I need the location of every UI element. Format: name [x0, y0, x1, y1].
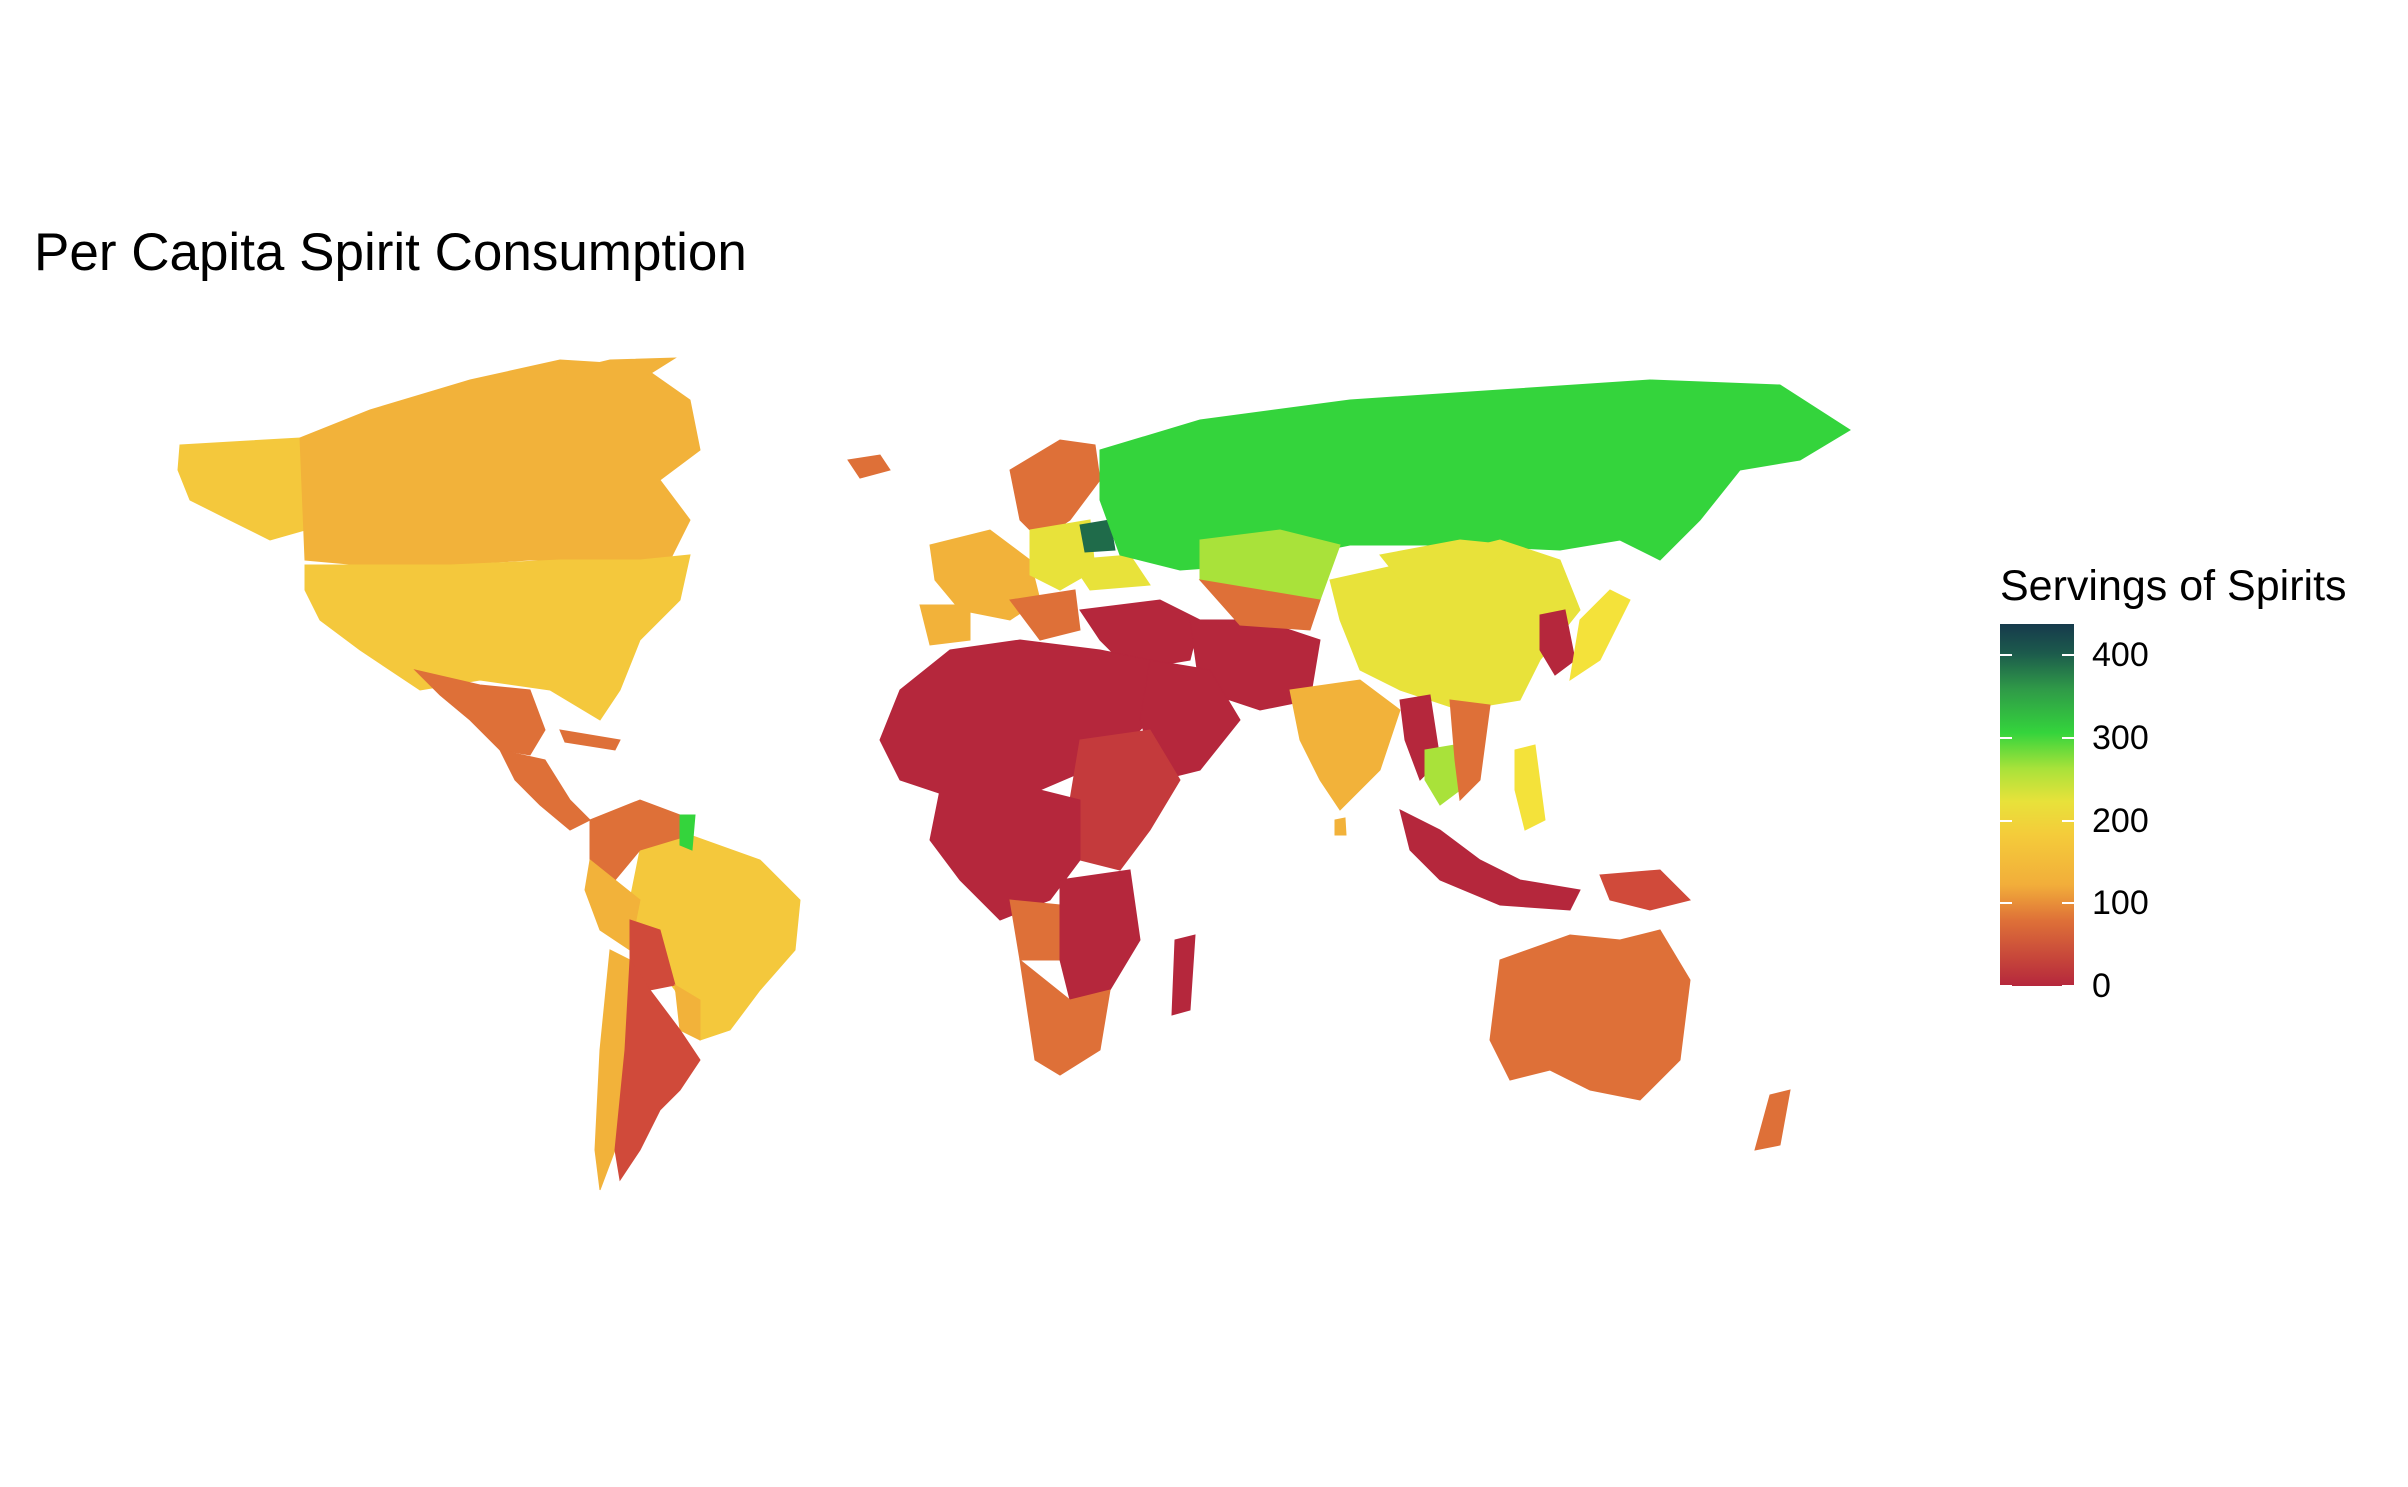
region-balkans — [1009, 589, 1081, 641]
legend-tick-label: 300 — [2092, 719, 2149, 758]
region-scandinavia — [1009, 439, 1101, 541]
region-madagascar — [1171, 934, 1196, 1016]
region-arabian-peninsula — [1139, 659, 1241, 781]
legend-tick-left — [2000, 819, 2012, 822]
region-southern-africa — [1059, 869, 1141, 1001]
legend-tick-label: 100 — [2092, 884, 2149, 923]
region-guyana — [679, 814, 696, 851]
region-caribbean — [559, 729, 621, 751]
region-thailand — [1424, 744, 1461, 806]
region-new-guinea — [1599, 869, 1691, 911]
legend-tick-left — [2000, 654, 2012, 657]
region-turkey-middle-east — [1079, 599, 1201, 671]
region-malaysia-indonesia — [1399, 809, 1581, 911]
region-sri-lanka — [1334, 817, 1347, 836]
region-bolivia — [629, 919, 676, 991]
legend: Servings of Spirits 0 100 200 300 400 — [2000, 562, 2400, 1005]
region-south-africa — [1019, 958, 1111, 1076]
map-title: Per Capita Spirit Consumption — [34, 223, 747, 282]
region-alaska — [177, 437, 306, 541]
legend-tick-right — [2062, 654, 2074, 657]
region-paraguay — [674, 984, 701, 1041]
legend-tick-left — [2000, 902, 2012, 905]
region-ukraine — [1069, 554, 1151, 591]
region-central-america — [499, 749, 591, 831]
legend-tick-label: 400 — [2092, 636, 2149, 675]
region-india — [1289, 679, 1401, 811]
legend-tick-right — [2062, 985, 2074, 987]
region-new-zealand — [1754, 1089, 1791, 1151]
region-greenland — [558, 357, 677, 386]
region-korea — [1539, 609, 1576, 676]
region-russia — [1099, 379, 1851, 571]
legend-title: Servings of Spirits — [2000, 562, 2347, 610]
region-central-asia-south — [1198, 579, 1321, 631]
legend-colorbar — [2000, 624, 2074, 986]
legend-tick-right — [2062, 902, 2074, 905]
region-belarus — [1079, 519, 1116, 553]
legend-tick-left — [2000, 985, 2012, 987]
region-indochina — [1449, 699, 1491, 802]
region-iceland — [847, 454, 891, 479]
region-central-africa — [929, 789, 1081, 921]
legend-tick-right — [2062, 737, 2074, 740]
region-japan — [1569, 589, 1631, 682]
region-usa — [304, 554, 691, 721]
region-australia — [1489, 929, 1691, 1101]
legend-tick-right — [2062, 819, 2074, 822]
legend-tick-left — [2000, 737, 2012, 740]
region-mongolia — [1379, 539, 1512, 581]
region-argentina — [614, 958, 701, 1182]
region-iberia — [919, 604, 971, 646]
region-angola — [1009, 899, 1061, 961]
region-philippines — [1514, 744, 1546, 831]
region-mexico — [413, 669, 546, 756]
region-canada — [299, 359, 701, 566]
legend-tick-label: 0 — [2092, 967, 2111, 1005]
legend-tick-label: 200 — [2092, 801, 2149, 840]
